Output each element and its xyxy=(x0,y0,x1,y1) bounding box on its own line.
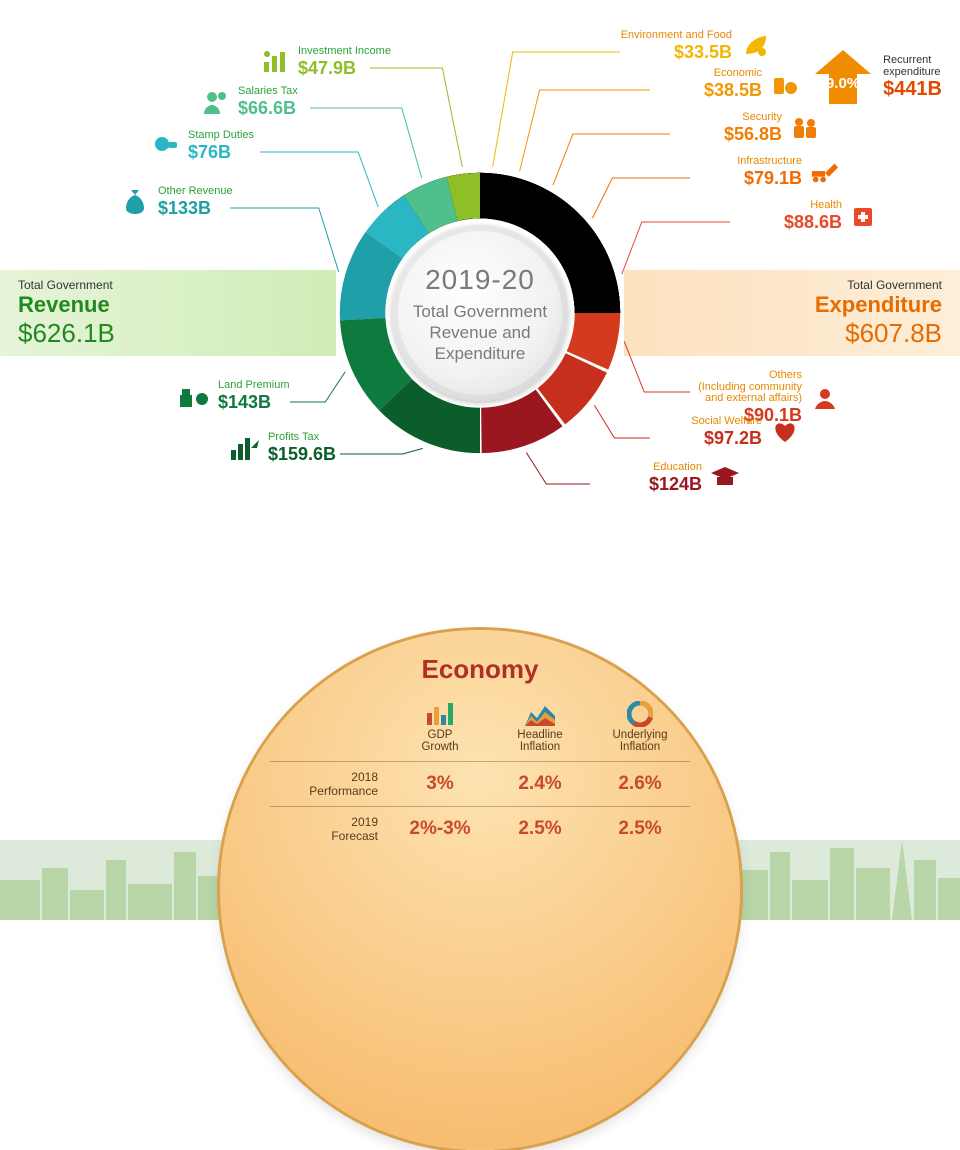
donut-center: 2019-20 Total Government Revenue and Exp… xyxy=(392,225,568,401)
hands-icon xyxy=(810,383,840,413)
economy-panel: Economy GDP Growth Headline Inflation xyxy=(220,630,740,1150)
grad-icon xyxy=(710,463,740,493)
center-line2: Revenue and xyxy=(413,322,547,343)
eco-2019-underlying: 2.5% xyxy=(590,818,690,840)
center-year: 2019-20 xyxy=(413,262,547,297)
leaf-icon xyxy=(740,31,770,61)
eco-2018-headline: 2.4% xyxy=(490,773,590,795)
bar-chart-icon xyxy=(260,47,290,77)
expenditure-item-2: Security$56.8B xyxy=(724,112,820,145)
expenditure-item-3: Infrastructure$79.1B xyxy=(737,156,840,189)
eco-2019-gdp: 2%-3% xyxy=(390,818,490,840)
revenue-item-1: Salaries Tax$66.6B xyxy=(200,86,298,119)
bar-chart-icon xyxy=(390,699,490,729)
total-expenditure-value: $607.8B xyxy=(845,318,942,349)
total-revenue-label2: Revenue xyxy=(18,292,110,318)
person-icon xyxy=(200,87,230,117)
eco-2018-gdp: 3% xyxy=(390,773,490,795)
total-expenditure-label2: Expenditure xyxy=(815,292,942,318)
expenditure-item-0: Environment and Food$33.5B xyxy=(621,30,770,63)
economy-row-2019: 2019 Forecast xyxy=(270,815,390,843)
profit-icon xyxy=(230,433,260,463)
total-revenue-bar: Total Government Revenue $626.1B xyxy=(0,270,336,356)
up-arrow-icon: 9.0% xyxy=(813,48,873,108)
revenue-item-3: Other Revenue$133B xyxy=(120,186,233,219)
expenditure-item-1: Economic$38.5B xyxy=(704,68,800,101)
economy-row-2018: 2018 Performance xyxy=(270,770,390,798)
guard-icon xyxy=(790,113,820,143)
revenue-item-5: Profits Tax$159.6B xyxy=(230,432,336,465)
economy-col-headline: Headline Inflation xyxy=(490,699,590,753)
economy-title: Economy xyxy=(270,654,690,685)
eco-2019-headline: 2.5% xyxy=(490,818,590,840)
donut-chart-icon xyxy=(590,699,690,729)
heart-icon xyxy=(770,417,800,447)
coin-icon xyxy=(770,69,800,99)
expenditure-item-6: Social Welfare$97.2B xyxy=(691,416,800,449)
economy-col-underlying: Underlying Inflation xyxy=(590,699,690,753)
stamp-icon xyxy=(150,131,180,161)
total-revenue-value: $626.1B xyxy=(18,318,115,349)
total-revenue-label1: Total Government xyxy=(18,278,113,292)
money-bag-icon xyxy=(120,187,150,217)
total-expenditure-label1: Total Government xyxy=(847,278,942,292)
total-expenditure-bar: Total Government Expenditure $607.8B xyxy=(624,270,960,356)
revenue-item-4: Land Premium$143B xyxy=(180,380,290,413)
economy-table: GDP Growth Headline Inflation Underlying… xyxy=(270,699,690,843)
revenue-item-2: Stamp Duties$76B xyxy=(150,130,254,163)
digger-icon xyxy=(810,157,840,187)
health-icon xyxy=(850,201,880,231)
center-line1: Total Government xyxy=(413,301,547,322)
recurrent-label: Recurrent expenditure xyxy=(883,55,942,78)
area-chart-icon xyxy=(490,699,590,729)
recurrent-value: $441B xyxy=(883,78,942,101)
recurrent-expenditure: 9.0% Recurrent expenditure $441B xyxy=(813,48,942,108)
expenditure-item-7: Education$124B xyxy=(649,462,740,495)
land-icon xyxy=(180,381,210,411)
expenditure-item-4: Health$88.6B xyxy=(784,200,880,233)
recurrent-pct: 9.0% xyxy=(813,58,873,108)
revenue-item-0: Investment Income$47.9B xyxy=(260,46,391,79)
eco-2018-underlying: 2.6% xyxy=(590,773,690,795)
economy-col-gdp: GDP Growth xyxy=(390,699,490,753)
center-line3: Expenditure xyxy=(413,343,547,364)
